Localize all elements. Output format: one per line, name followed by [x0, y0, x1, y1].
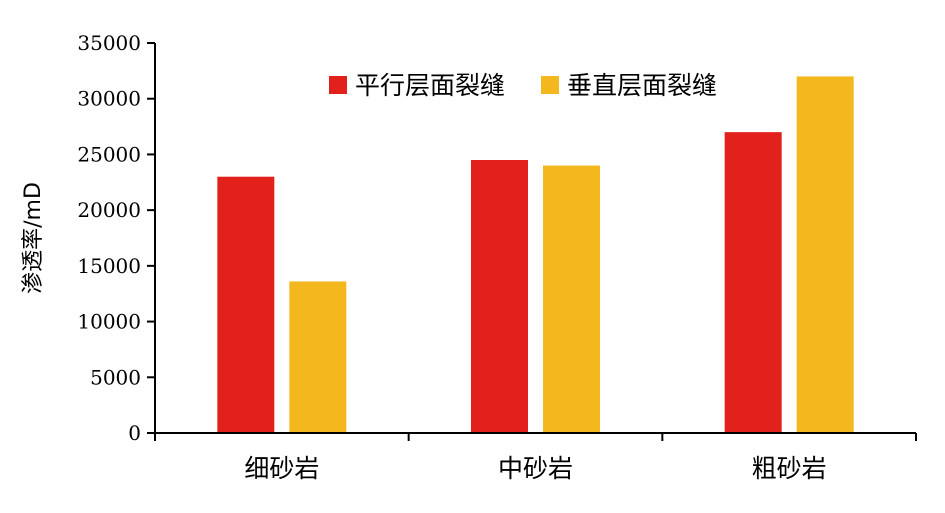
y-axis-ticks: 0 5000 10000 15000 20000 25000 30000 35000: [77, 31, 155, 445]
bar: [289, 281, 347, 433]
y-axis-title: 渗透率/mD: [21, 182, 46, 294]
legend-swatch: [329, 76, 347, 94]
bar-group: [217, 76, 854, 434]
x-category-label: 中砂岩: [498, 454, 573, 483]
legend-label: 平行层面裂缝: [355, 71, 505, 100]
y-tick-label: 15000: [77, 254, 141, 278]
bar: [217, 176, 275, 433]
y-tick-label: 20000: [77, 198, 141, 222]
bar: [543, 165, 600, 434]
y-tick-label: 10000: [77, 310, 141, 334]
legend: 平行层面裂缝 垂直层面裂缝: [329, 71, 717, 100]
y-tick-label: 5000: [90, 365, 141, 389]
bar: [471, 160, 528, 433]
x-axis-ticks: 细砂岩 中砂岩 粗砂岩: [154, 433, 917, 483]
y-tick-label: 35000: [77, 31, 141, 55]
x-category-label: 细砂岩: [244, 454, 319, 483]
legend-label: 垂直层面裂缝: [567, 71, 717, 100]
y-tick-label: 30000: [77, 87, 141, 111]
x-category-label: 粗砂岩: [752, 454, 827, 483]
bar: [724, 132, 782, 433]
y-tick-label: 25000: [77, 142, 141, 166]
legend-swatch: [541, 76, 559, 94]
y-tick-label: 0: [128, 421, 141, 445]
bar: [796, 76, 854, 433]
